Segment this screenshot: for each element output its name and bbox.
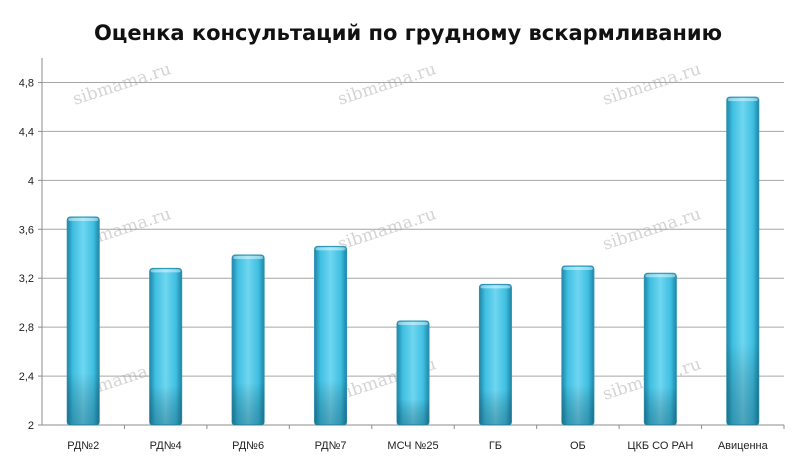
bar-shade xyxy=(726,97,759,425)
y-tick-label: 3,6 xyxy=(19,224,34,236)
bar-highlight xyxy=(233,255,264,259)
watermark-text: sibmama.ru xyxy=(600,59,703,110)
bar-highlight xyxy=(150,269,181,273)
y-tick-label: 3,2 xyxy=(19,273,34,285)
y-tick-label: 4,8 xyxy=(19,77,34,89)
x-category-label: ОБ xyxy=(570,440,586,452)
x-category-labels: РД№2 РД№4 РД№6 РД№7 МСЧ №25 ГБ ОБ ЦКБ СО РАН Ави… xyxy=(67,440,768,452)
bar-group xyxy=(314,245,348,426)
bar-highlight xyxy=(68,218,99,222)
y-tick-labels: 2 2,4 2,8 3,2 3,6 4 4,4 4,8 xyxy=(19,77,34,432)
bar-highlight xyxy=(480,285,511,289)
bar-shade xyxy=(479,284,512,425)
x-category-label: РД№2 xyxy=(67,440,99,452)
y-tick-label: 4 xyxy=(28,175,34,187)
bar-group xyxy=(561,265,595,426)
bar-group xyxy=(66,216,100,426)
x-category-label: РД№4 xyxy=(150,440,182,452)
watermark-text: sibmama.ru xyxy=(70,59,173,110)
bar-shade xyxy=(644,273,677,425)
x-category-label: Авиценна xyxy=(718,440,769,452)
bar-highlight xyxy=(315,247,346,251)
bar-highlight xyxy=(562,266,593,270)
x-category-label: РД№7 xyxy=(315,440,347,452)
watermark-text: sibmama.ru xyxy=(335,59,438,110)
y-tick-label: 2 xyxy=(28,420,34,432)
x-category-label: ЦКБ СО РАН xyxy=(627,440,693,452)
y-tick-label: 4,4 xyxy=(19,126,34,138)
bars xyxy=(66,96,760,426)
x-category-label: МСЧ №25 xyxy=(387,440,438,452)
y-tick-label: 2,8 xyxy=(19,322,34,334)
bar-group xyxy=(643,272,677,426)
bar-shade xyxy=(149,268,182,425)
bar-highlight xyxy=(398,322,428,326)
chart-title: Оценка консультаций по грудному вскармли… xyxy=(94,21,722,45)
x-category-label: ГБ xyxy=(489,440,502,452)
bar-shade xyxy=(67,217,100,425)
bar-shade xyxy=(314,246,347,425)
bar-group xyxy=(149,267,183,426)
bar-highlight xyxy=(645,274,676,278)
x-category-label: РД№6 xyxy=(232,440,264,452)
bar-group xyxy=(478,283,512,426)
bar-group xyxy=(231,254,265,426)
bar-shade xyxy=(232,254,265,425)
bar-highlight xyxy=(727,98,758,102)
bar-shade xyxy=(397,321,429,425)
bar-group xyxy=(396,320,430,426)
y-tick-label: 2,4 xyxy=(19,371,34,383)
bar-group xyxy=(726,96,760,426)
bar-shade xyxy=(561,265,594,425)
